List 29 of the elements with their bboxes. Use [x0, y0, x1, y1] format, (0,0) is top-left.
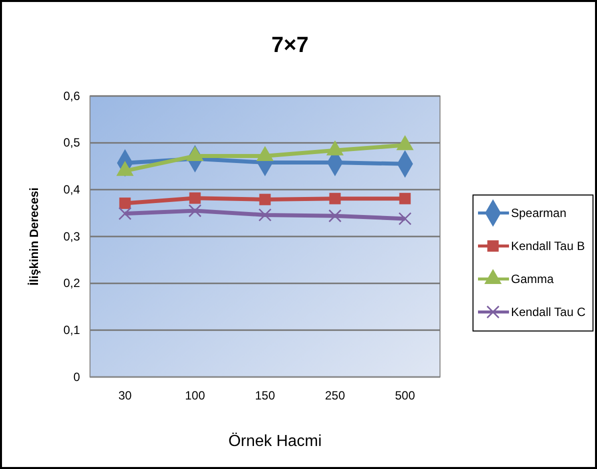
x-tick-label: 150	[254, 388, 276, 403]
x-tick-label: 250	[324, 388, 346, 403]
point	[399, 192, 411, 204]
point	[328, 209, 342, 222]
y-axis-title: İlişkinin Derecesi	[27, 187, 41, 286]
point	[119, 198, 131, 209]
y-tick-label: 0,1	[63, 323, 80, 338]
y-tick-label: 0	[73, 370, 80, 384]
point	[189, 192, 201, 204]
point	[329, 192, 341, 204]
x-tick-label: 500	[394, 388, 416, 403]
x-tick-label: 100	[184, 388, 206, 403]
y-tick-label: 0,3	[63, 229, 80, 244]
point	[259, 194, 271, 206]
y-tick-label: 0,5	[63, 136, 80, 150]
chart-title: 7×7	[271, 32, 309, 57]
legend-label: Gamma	[511, 272, 554, 286]
legend-label: Spearman	[511, 206, 566, 220]
point	[398, 212, 412, 226]
legend-label: Kendall Tau B	[511, 239, 585, 253]
y-tick-label: 0,6	[63, 88, 80, 103]
x-axis-title: Örnek Hacmi	[228, 432, 322, 450]
y-tick-label: 0,4	[63, 182, 80, 197]
point	[258, 208, 272, 222]
x-tick-label: 30	[118, 388, 132, 403]
legend-label: Kendall Tau C	[511, 305, 586, 319]
point	[118, 206, 132, 220]
y-tick-label: 0,2	[63, 276, 80, 290]
point	[188, 204, 202, 218]
